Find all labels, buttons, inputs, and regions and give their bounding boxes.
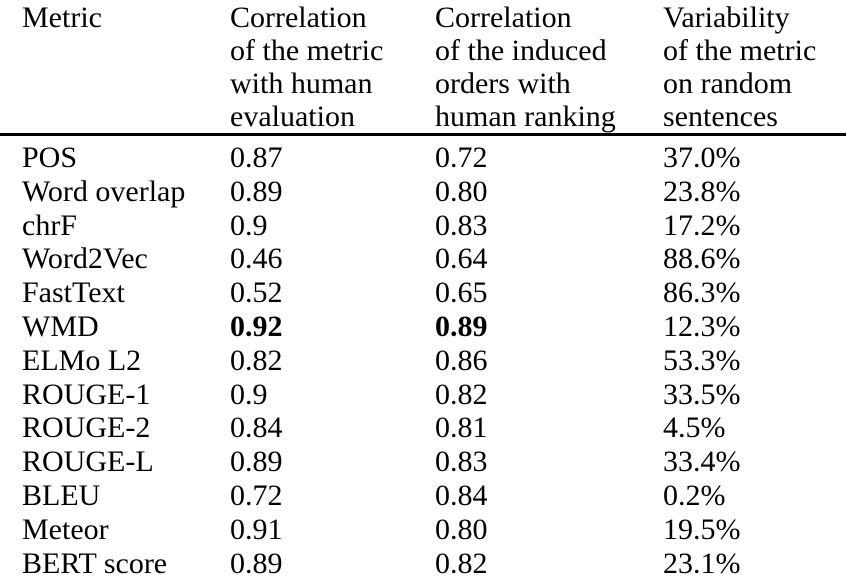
table-row: ELMo L2 0.82 0.86 53.3% [0,344,846,378]
correlation-human-cell: 0.91 [230,512,283,546]
variability-cell: 23.1% [663,546,741,578]
table-header-row: Metric Correlation of the metric with hu… [0,0,846,133]
column-header-variability: Variability of the metric on random sent… [663,1,817,133]
metric-name-cell: ROUGE-1 [22,377,151,411]
correlation-orders-cell: 0.82 [435,377,488,411]
metric-name-cell: ELMo L2 [22,343,142,377]
column-header-corr-human: Correlation of the metric with human eva… [230,1,384,133]
correlation-human-cell: 0.82 [230,343,283,377]
variability-cell: 33.5% [663,377,741,411]
table-row: FastText 0.52 0.65 86.3% [0,276,846,310]
table-row: Word2Vec 0.46 0.64 88.6% [0,242,846,276]
table-row: ROUGE-2 0.84 0.81 4.5% [0,411,846,445]
metric-name-cell: ROUGE-2 [22,411,151,445]
variability-cell: 23.8% [663,174,741,208]
correlation-orders-cell: 0.65 [435,276,488,310]
correlation-human-cell: 0.72 [230,478,283,512]
table-row-wmd-best: WMD 0.92 0.89 12.3% [0,310,846,344]
metric-name-cell: BERT score [22,546,168,578]
table-row: chrF 0.9 0.83 17.2% [0,209,846,243]
correlation-human-cell: 0.89 [230,546,283,578]
variability-cell: 86.3% [663,276,741,310]
correlation-orders-cell: 0.80 [435,512,488,546]
correlation-human-cell: 0.46 [230,242,283,276]
variability-cell: 33.4% [663,445,741,479]
table-row: ROUGE-L 0.89 0.83 33.4% [0,445,846,479]
correlation-human-cell: 0.89 [230,445,283,479]
variability-cell: 4.5% [663,411,726,445]
correlation-human-cell: 0.89 [230,174,283,208]
table-row: BLEU 0.72 0.84 0.2% [0,479,846,513]
column-header-metric: Metric [22,1,102,34]
variability-cell: 0.2% [663,478,726,512]
metric-name-cell: Word2Vec [22,242,148,276]
correlation-orders-cell: 0.83 [435,445,488,479]
metric-name-cell: Meteor [22,512,109,546]
metric-name-cell: ROUGE-L [22,445,154,479]
table-row: Word overlap 0.89 0.80 23.8% [0,175,846,209]
table-row: ROUGE-1 0.9 0.82 33.5% [0,378,846,412]
metric-name-cell: POS [22,141,78,174]
variability-cell: 37.0% [663,141,741,174]
correlation-orders-cell: 0.72 [435,141,488,174]
correlation-orders-cell: 0.64 [435,242,488,276]
correlation-orders-cell: 0.89 [435,309,488,343]
table-row: Meteor 0.91 0.80 19.5% [0,513,846,547]
correlation-orders-cell: 0.86 [435,343,488,377]
table-body: POS 0.87 0.72 37.0% Word overlap 0.89 0.… [0,136,846,578]
variability-cell: 88.6% [663,242,741,276]
correlation-human-cell: 0.92 [230,309,283,343]
variability-cell: 17.2% [663,208,741,242]
metric-name-cell: WMD [22,309,99,343]
correlation-orders-cell: 0.80 [435,174,488,208]
correlation-human-cell: 0.87 [230,141,283,174]
metric-name-cell: chrF [22,208,77,242]
table-row: BERT score 0.89 0.82 23.1% [0,547,846,578]
correlation-human-cell: 0.9 [230,377,268,411]
header-divider-rule [0,133,846,136]
correlation-human-cell: 0.52 [230,276,283,310]
variability-cell: 12.3% [663,309,741,343]
variability-cell: 19.5% [663,512,741,546]
correlation-human-cell: 0.9 [230,208,268,242]
correlation-orders-cell: 0.82 [435,546,488,578]
correlation-human-cell: 0.84 [230,411,283,445]
correlation-orders-cell: 0.83 [435,208,488,242]
metric-name-cell: BLEU [22,478,101,512]
table-row: POS 0.87 0.72 37.0% [0,141,846,175]
correlation-orders-cell: 0.81 [435,411,488,445]
variability-cell: 53.3% [663,343,741,377]
metric-name-cell: FastText [22,276,125,310]
correlation-orders-cell: 0.84 [435,478,488,512]
metric-name-cell: Word overlap [22,174,186,208]
column-header-corr-orders: Correlation of the induced orders with h… [435,1,616,133]
